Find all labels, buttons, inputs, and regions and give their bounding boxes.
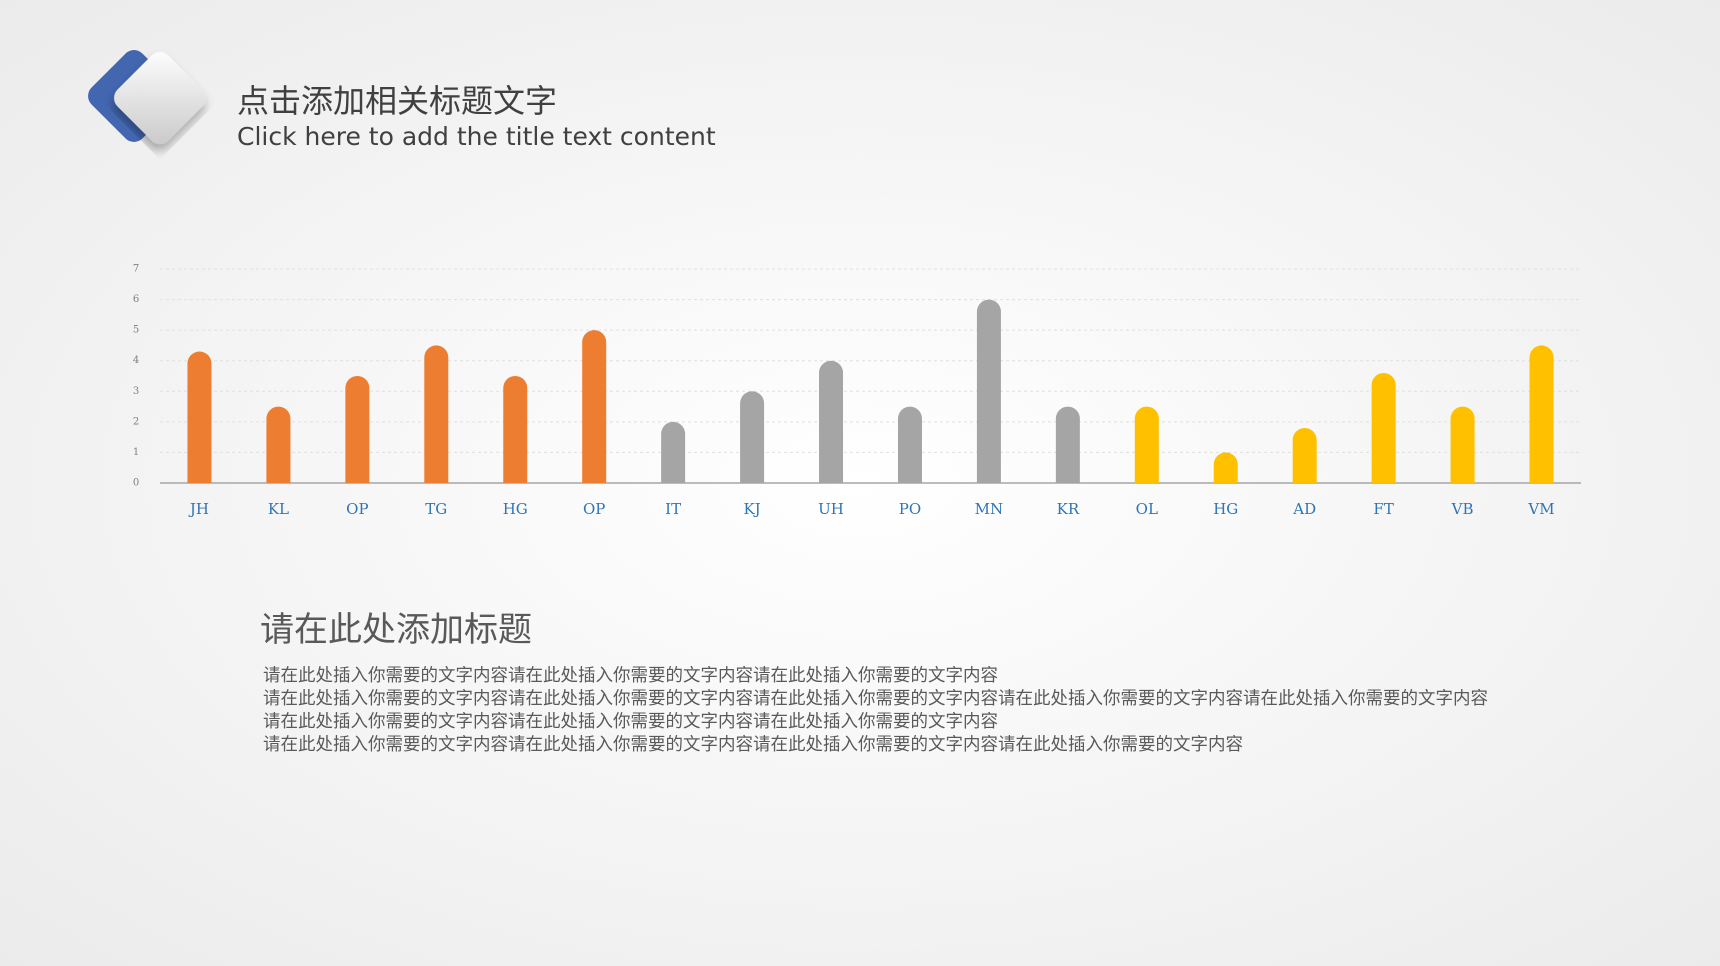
bar	[503, 376, 528, 483]
subtitle: Click here to add the title text content	[237, 122, 716, 151]
body-text: 请在此处插入你需要的文字内容请在此处插入你需要的文字内容请在此处插入你需要的文字…	[263, 665, 1503, 757]
x-tick-label: TG	[425, 500, 447, 518]
y-tick-label: 3	[133, 386, 139, 397]
y-tick-label: 6	[133, 294, 139, 305]
title: 点击添加相关标题文字	[237, 82, 558, 120]
paragraph: 请在此处插入你需要的文字内容请在此处插入你需要的文字内容请在此处插入你需要的文字…	[263, 689, 1488, 732]
x-tick-label: HG	[1213, 500, 1238, 518]
x-tick-label: OP	[583, 500, 605, 518]
bar	[661, 421, 686, 483]
x-tick-label: VB	[1451, 500, 1474, 518]
y-tick-label: 5	[133, 325, 139, 336]
x-tick-label: VM	[1527, 500, 1554, 518]
bar	[266, 406, 291, 483]
bar	[976, 299, 1001, 483]
bar	[1450, 406, 1475, 483]
bar	[345, 376, 370, 483]
y-tick-label: 7	[133, 264, 139, 275]
bar	[740, 391, 765, 483]
logo-icon	[88, 50, 206, 144]
bar	[1292, 427, 1317, 483]
y-tick-label: 0	[133, 478, 139, 489]
bar	[424, 345, 449, 483]
y-tick-label: 4	[133, 355, 139, 366]
bar	[1529, 345, 1554, 483]
bar	[582, 330, 607, 483]
x-tick-label: JH	[188, 500, 209, 518]
y-tick-label: 1	[133, 447, 139, 458]
bar	[897, 406, 922, 483]
paragraph: 请在此处插入你需要的文字内容请在此处插入你需要的文字内容请在此处插入你需要的文字…	[263, 666, 998, 686]
x-tick-label: OP	[346, 500, 368, 518]
y-tick-label: 2	[133, 416, 139, 427]
x-tick-label: KJ	[743, 500, 760, 518]
bar	[1055, 406, 1080, 483]
x-tick-label: MN	[975, 500, 1003, 518]
x-tick-label: UH	[818, 500, 844, 518]
bar	[819, 360, 844, 483]
x-tick-label: IT	[665, 500, 681, 518]
body-title: 请在此处添加标题	[260, 610, 532, 650]
x-tick-label: FT	[1373, 500, 1393, 518]
x-tick-label: KR	[1057, 500, 1080, 518]
bar	[1371, 372, 1396, 483]
x-tick-label: PO	[899, 500, 921, 518]
x-tick-label: AD	[1292, 500, 1316, 518]
x-tick-label: HG	[503, 500, 528, 518]
x-tick-label: KL	[268, 500, 289, 518]
x-tick-label: OL	[1136, 500, 1158, 518]
bar	[1134, 406, 1159, 483]
bar	[1213, 452, 1238, 483]
bar	[187, 351, 212, 483]
paragraph: 请在此处插入你需要的文字内容请在此处插入你需要的文字内容请在此处插入你需要的文字…	[263, 735, 1243, 755]
